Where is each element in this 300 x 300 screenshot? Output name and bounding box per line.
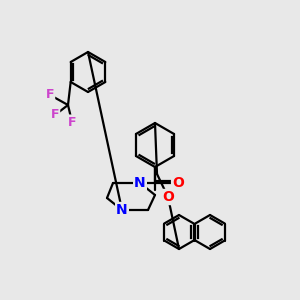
Text: N: N (116, 203, 128, 217)
Text: O: O (172, 176, 184, 190)
Text: F: F (46, 88, 54, 101)
Text: N: N (134, 176, 146, 190)
Text: F: F (51, 109, 59, 122)
Text: F: F (68, 116, 76, 128)
Text: O: O (162, 190, 174, 204)
Text: O: O (162, 190, 174, 204)
Text: N: N (116, 203, 128, 217)
Text: O: O (172, 176, 184, 190)
Text: N: N (134, 176, 146, 190)
Text: N: N (134, 176, 146, 190)
